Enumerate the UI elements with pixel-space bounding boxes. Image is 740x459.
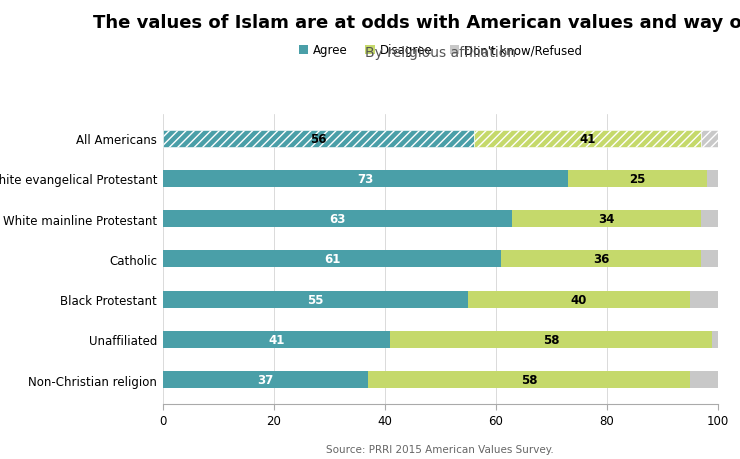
Text: By religious affiliation: By religious affiliation [365, 46, 516, 60]
Text: 73: 73 [357, 173, 374, 185]
Bar [702, 130, 718, 147]
Bar [391, 331, 712, 348]
Bar [474, 130, 702, 147]
Text: 55: 55 [307, 293, 323, 306]
Text: 61: 61 [324, 253, 340, 266]
Text: Source: PRRI 2015 American Values Survey.: Source: PRRI 2015 American Values Survey… [326, 444, 554, 454]
Bar [707, 171, 718, 187]
Bar [468, 291, 690, 308]
Text: 25: 25 [629, 173, 645, 185]
Bar [163, 251, 502, 268]
Bar [568, 171, 707, 187]
Bar [502, 251, 702, 268]
Bar [702, 251, 718, 268]
Bar [163, 291, 468, 308]
Text: 63: 63 [329, 213, 346, 226]
Bar [163, 371, 369, 388]
Bar [163, 130, 474, 147]
Bar [369, 371, 690, 388]
Bar [163, 171, 568, 187]
Bar [163, 211, 513, 228]
Bar [690, 291, 718, 308]
Text: The values of Islam are at odds with American values and way of life: The values of Islam are at odds with Ame… [92, 14, 740, 32]
Bar [690, 371, 718, 388]
Text: 41: 41 [269, 333, 285, 346]
Text: 36: 36 [593, 253, 610, 266]
Legend: Agree, Disagree, Don't know/Refused: Agree, Disagree, Don't know/Refused [294, 39, 587, 62]
Text: 58: 58 [521, 373, 537, 386]
Text: 56: 56 [310, 132, 326, 146]
Text: 37: 37 [258, 373, 274, 386]
Bar [702, 211, 718, 228]
Text: 58: 58 [543, 333, 559, 346]
Text: 40: 40 [571, 293, 588, 306]
Bar [513, 211, 702, 228]
Text: 41: 41 [579, 132, 596, 146]
Text: 34: 34 [599, 213, 615, 226]
Bar [163, 331, 391, 348]
Bar [712, 331, 718, 348]
